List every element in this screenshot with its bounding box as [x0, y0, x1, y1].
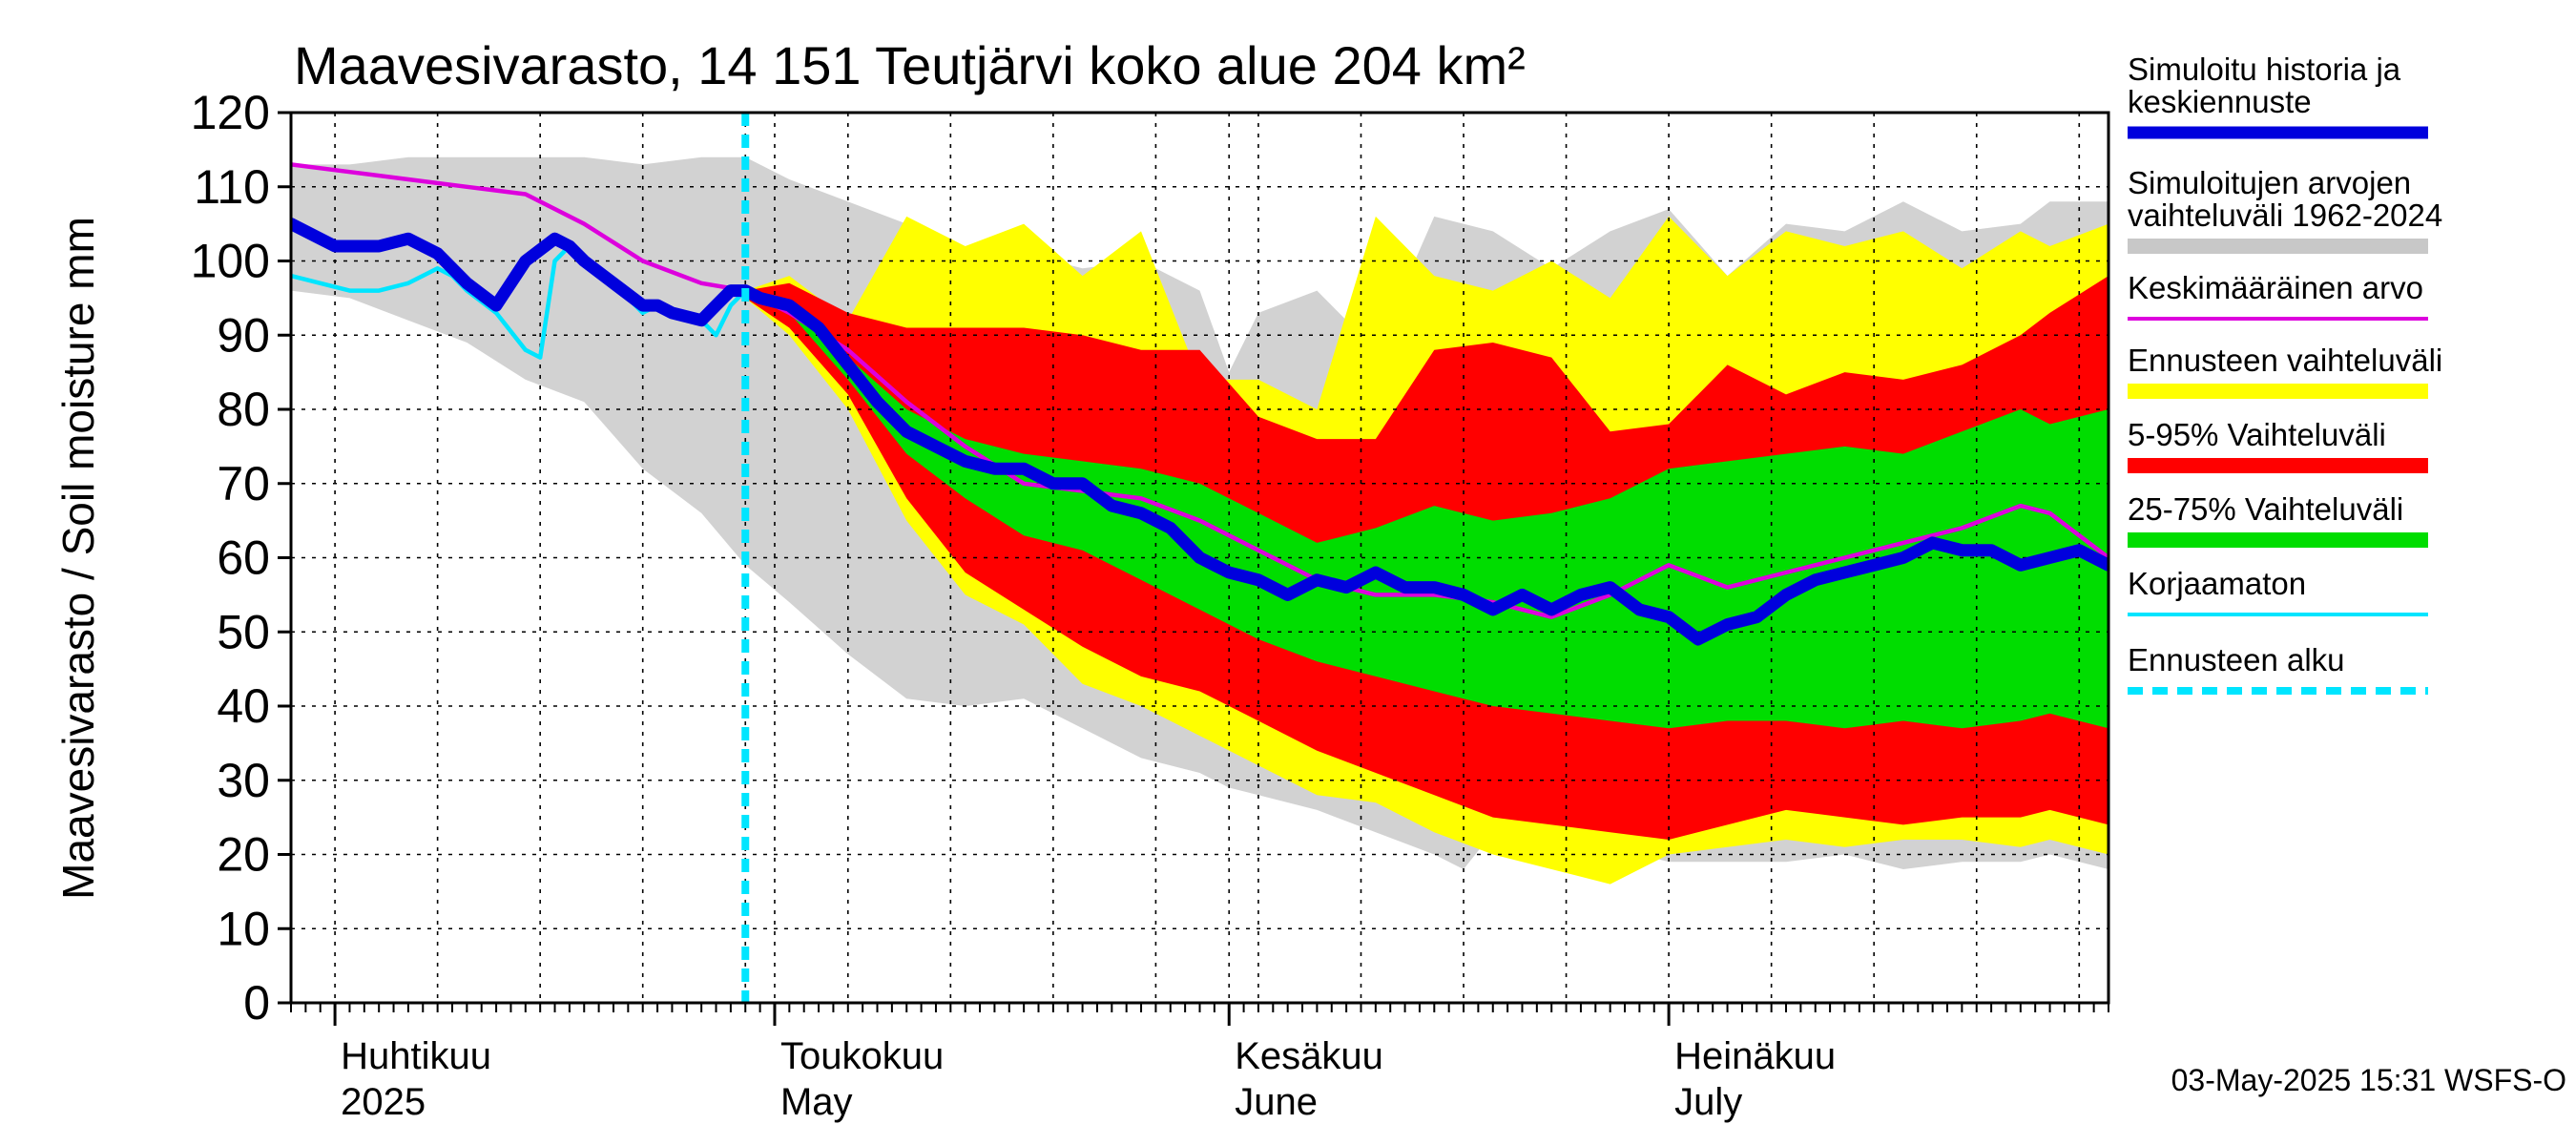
legend-label: keskiennuste [2128, 84, 2312, 119]
legend-label: Simuloitu historia ja [2128, 52, 2401, 87]
y-tick-label: 0 [243, 976, 270, 1030]
x-month-sublabel: May [780, 1081, 853, 1123]
x-month-sublabel: 2025 [341, 1081, 426, 1123]
x-month-label: Huhtikuu [341, 1035, 491, 1077]
y-tick-label: 60 [217, 531, 270, 585]
y-tick-label: 80 [217, 383, 270, 436]
y-axis-label: Maavesivarasto / Soil moisture mm [53, 217, 103, 900]
y-tick-label: 20 [217, 828, 270, 882]
y-tick-label: 120 [191, 86, 270, 139]
x-month-label: Heinäkuu [1674, 1035, 1836, 1077]
p25-75-band [745, 298, 2109, 729]
chart-title: Maavesivarasto, 14 151 Teutjärvi koko al… [294, 35, 1526, 95]
plot-area [289, 111, 2110, 1005]
x-month-label: Toukokuu [780, 1035, 944, 1077]
legend-label: Ennusteen alku [2128, 642, 2345, 677]
y-tick-label: 100 [191, 235, 270, 288]
mean-line [291, 162, 2109, 619]
legend-label: 25-75% Vaihteluväli [2128, 491, 2403, 527]
y-tick-label: 30 [217, 754, 270, 807]
legend-label: 5-95% Vaihteluväli [2128, 417, 2386, 452]
x-month-sublabel: June [1235, 1081, 1318, 1123]
legend-label: Keskimääräinen arvo [2128, 270, 2423, 305]
x-month-sublabel: July [1674, 1081, 1742, 1123]
legend-label: vaihteluväli 1962-2024 [2128, 198, 2442, 233]
y-tick-label: 50 [217, 605, 270, 658]
legend-label: Ennusteen vaihteluväli [2128, 343, 2442, 378]
y-tick-label: 90 [217, 308, 270, 362]
y-tick-label: 40 [217, 679, 270, 733]
y-tick-label: 70 [217, 457, 270, 510]
x-month-label: Kesäkuu [1235, 1035, 1383, 1077]
y-axis: 0 10 20 30 40 50 60 70 80 90 100 110 120 [191, 86, 291, 1030]
simulated-line [291, 218, 2109, 646]
legend-label: Simuloitujen arvojen [2128, 165, 2411, 200]
y-tick-label: 10 [217, 902, 270, 955]
timestamp-footer: 03-May-2025 15:31 WSFS-O [2171, 1063, 2566, 1097]
legend-label: Korjaamaton [2128, 566, 2306, 601]
y-tick-label: 110 [194, 160, 270, 214]
